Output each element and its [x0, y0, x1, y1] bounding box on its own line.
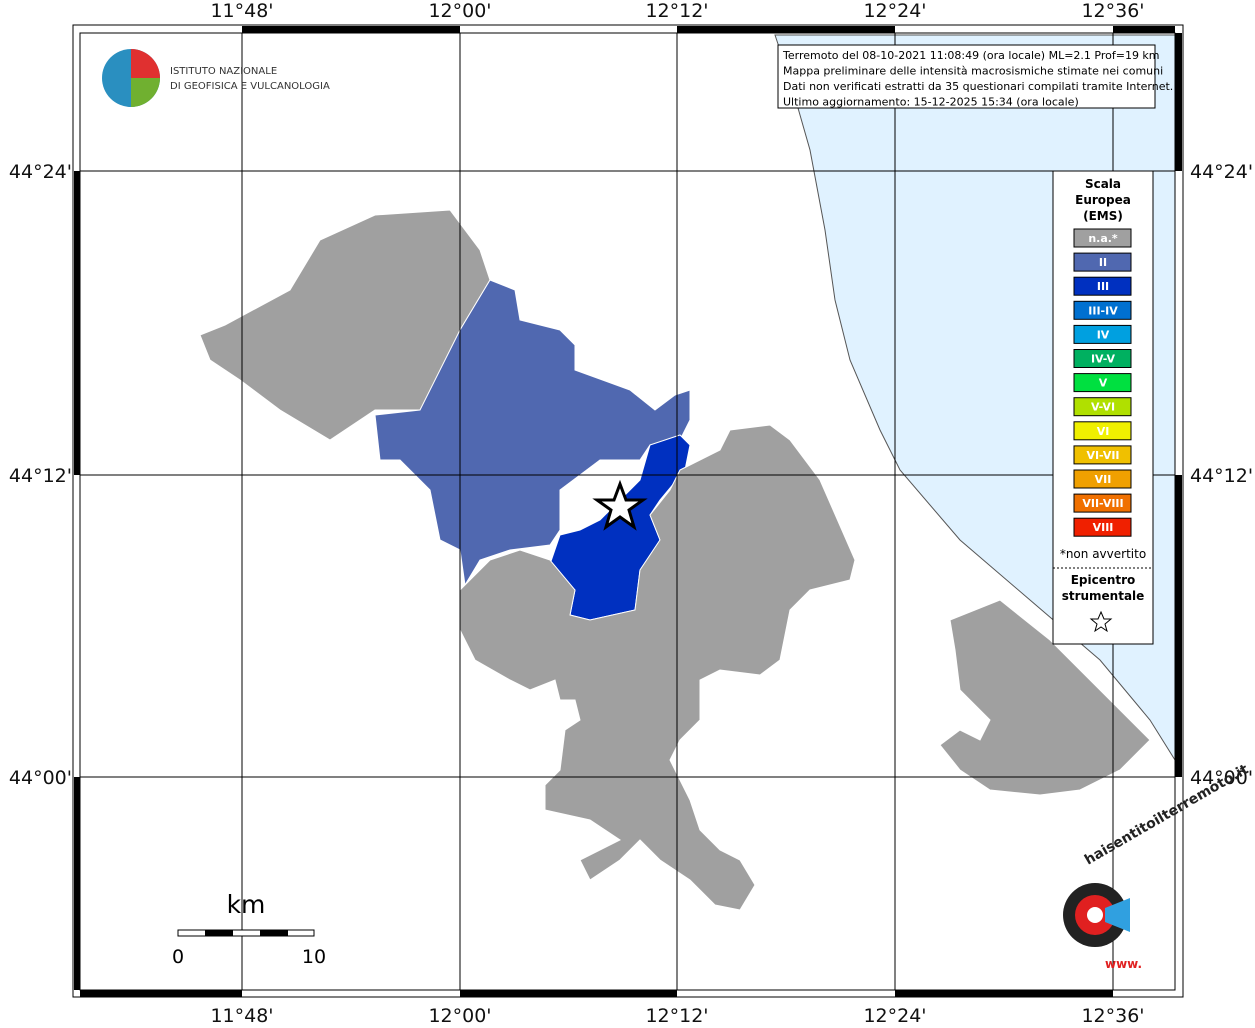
- badge-www: www.: [1105, 957, 1142, 971]
- scale-min: 0: [172, 946, 184, 968]
- legend-label: V: [1099, 377, 1108, 390]
- scale-max: 10: [302, 946, 326, 968]
- legend-epicenter: strumentale: [1062, 589, 1145, 603]
- info-box: [777, 44, 1156, 109]
- legend-label: VII-VIII: [1082, 497, 1123, 510]
- legend-label: VII: [1095, 473, 1112, 486]
- legend-swatch: [1073, 349, 1132, 368]
- legend-label: VI: [1097, 425, 1110, 438]
- lat-label: 44°24': [9, 161, 72, 183]
- legend-swatch: [1073, 421, 1132, 441]
- scale-bar: km 0 10: [172, 890, 326, 968]
- lat-label: 44°12': [9, 465, 72, 487]
- lon-label: 12°00': [428, 0, 491, 22]
- logo-text: ISTITUTO NAZIONALE: [170, 66, 277, 77]
- lon-label: 12°24': [863, 1005, 926, 1024]
- legend-swatch: [1073, 397, 1132, 417]
- scale-unit: km: [227, 890, 266, 919]
- legend-label: VIII: [1093, 521, 1114, 534]
- lon-label: 12°12': [645, 0, 708, 22]
- map-frame: [72, 24, 1184, 998]
- legend-swatch: [1073, 517, 1132, 537]
- legend-label: VI-VII: [1086, 449, 1119, 462]
- municipalities: [199, 209, 1151, 911]
- region-na: [459, 424, 856, 911]
- legend-swatch: [1073, 252, 1132, 272]
- info-line: Dati non verificati estratti da 35 quest…: [783, 80, 1173, 93]
- legend-label: II: [1099, 256, 1107, 269]
- lon-label: 12°36': [1081, 1005, 1144, 1024]
- legend-swatch: [1073, 300, 1132, 320]
- lat-label: 44°00': [9, 767, 72, 789]
- lat-label: 44°00': [1190, 767, 1253, 789]
- lon-label: 11°48': [210, 1005, 273, 1024]
- legend-swatch: [1073, 469, 1132, 489]
- legend-label: III-IV: [1088, 304, 1118, 317]
- epicenter-star: [592, 479, 648, 531]
- legend-title: Scala: [1085, 177, 1121, 191]
- lat-label: 44°12': [1190, 465, 1253, 487]
- info-line: Terremoto del 08-10-2021 11:08:49 (ora l…: [782, 49, 1160, 62]
- legend-swatch: [1073, 228, 1132, 248]
- ingv-logo: ISTITUTO NAZIONALE DI GEOFISICA E VULCAN…: [102, 49, 330, 107]
- logo-text: DI GEOFISICA E VULCANOLOGIA: [170, 81, 330, 92]
- info-line: Mappa preliminare delle intensità macros…: [783, 65, 1163, 78]
- legend-star: [1089, 610, 1113, 633]
- lon-label: 12°12': [645, 1005, 708, 1024]
- legend-epicenter: Epicentro: [1071, 573, 1136, 587]
- legend-swatch: [1073, 493, 1132, 513]
- lon-label: 12°00': [428, 1005, 491, 1024]
- lon-label: 12°24': [863, 0, 926, 22]
- legend-swatch: [1073, 445, 1132, 465]
- legend-swatch: [1073, 373, 1132, 393]
- legend-swatch: [1073, 324, 1132, 344]
- lon-label: 11°48': [210, 0, 273, 22]
- legend-label: IV: [1097, 328, 1110, 341]
- legend-label: III: [1097, 280, 1109, 293]
- lat-label: 44°24': [1190, 161, 1253, 183]
- legend-swatch: [1073, 276, 1132, 296]
- legend-label: IV-V: [1091, 353, 1116, 366]
- info-line: Ultimo aggiornamento: 15-12-2025 15:34 (…: [783, 96, 1079, 109]
- legend-note: *non avvertito: [1060, 547, 1146, 561]
- legend-title: Europea: [1075, 193, 1131, 207]
- legend-label: V-VI: [1091, 401, 1115, 414]
- lon-label: 12°36': [1081, 0, 1144, 22]
- legend-label: n.a.*: [1088, 232, 1118, 245]
- legend-title: (EMS): [1083, 209, 1123, 223]
- region-na: [939, 599, 1151, 796]
